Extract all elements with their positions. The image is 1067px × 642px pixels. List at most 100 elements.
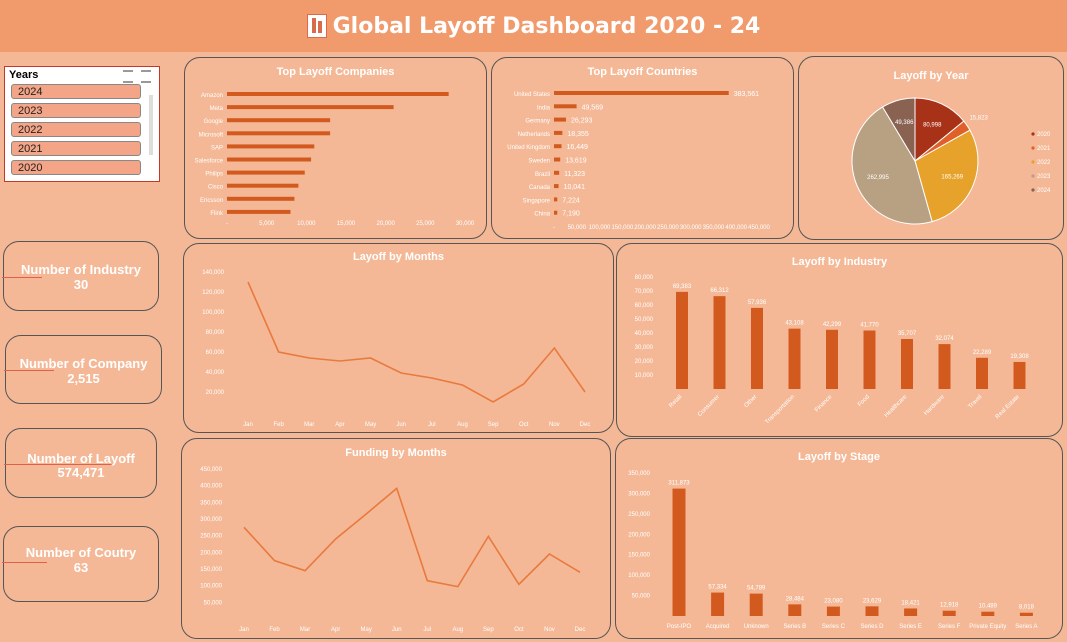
category-label-india: India (537, 105, 551, 111)
industry-chart-card: Layoff by Industry 10,000 20,000 30,000 40,… (616, 243, 1063, 437)
y-tick-label: 150,000 (628, 553, 650, 559)
category-label-other: Other (744, 394, 759, 409)
bar-travel (976, 357, 988, 389)
data-label-2021: 15,823 (969, 116, 988, 122)
y-tick-label: 50,000 (635, 317, 654, 323)
kpi-underline (2, 277, 42, 278)
companies-chart: Amazon Meta Google Microsoft SAP Salesforce Ph… (195, 92, 475, 227)
clear-filter-icon[interactable] (141, 70, 151, 83)
data-label-acquired: 57,334 (708, 585, 727, 591)
category-label-acquired: Acquired (706, 624, 730, 630)
x-tick-label-sep: Sep (483, 627, 494, 633)
category-label-meta: Meta (210, 106, 224, 112)
data-label-brazil: 11,323 (564, 171, 585, 178)
slicer-scrollbar[interactable] (149, 95, 153, 155)
legend-marker-2021 (1031, 146, 1035, 150)
y-tick-label: 250,000 (628, 512, 650, 518)
slicer-toolbar (123, 70, 153, 83)
category-label-amazon: Amazon (201, 93, 223, 99)
y-tick-label: 400,000 (200, 484, 222, 490)
chart-title: Top Layoff Companies (276, 66, 395, 78)
x-tick-label-apr: Apr (331, 627, 340, 633)
data-label-series-a: 8,018 (1019, 605, 1035, 611)
data-label-sweden: 13,619 (565, 158, 587, 165)
bar-philips (227, 170, 305, 175)
y-tick-label: 140,000 (202, 270, 224, 276)
bar-series-b (788, 604, 802, 616)
slicer-item-2022[interactable]: 2022 (11, 122, 141, 137)
layoff-logo-icon (306, 14, 327, 38)
x-tick-label-nov: Nov (544, 627, 555, 633)
x-tick-label-jul: Jul (428, 422, 436, 428)
bar-food (863, 330, 876, 389)
bar-meta (227, 105, 394, 110)
series-line (243, 486, 581, 588)
bar-netherlands (554, 130, 563, 135)
bar-google (227, 118, 331, 123)
slicer-item-2024[interactable]: 2024 (11, 84, 141, 99)
stage-chart-card: Layoff by Stage 50,000 100,000 150,000 200,… (615, 438, 1063, 639)
data-label-netherlands: 18,355 (567, 131, 589, 138)
bar-series-e (904, 608, 918, 616)
x-tick-label: 5,000 (259, 221, 275, 227)
data-label-transportation: 43,108 (785, 321, 804, 327)
bar-amazon (227, 92, 449, 96)
data-label-series-b: 28,484 (786, 596, 805, 602)
category-label-united-states: United States (514, 92, 550, 98)
data-label-2023: 262,995 (867, 175, 889, 181)
legend-label-2024: 2024 (1037, 188, 1051, 194)
kpi-layoff-value: 574,471 (57, 465, 105, 480)
countries-chart-card: Top Layoff Countries United States 383,56… (491, 57, 794, 239)
kpi-company-label: Number of Company (19, 356, 148, 371)
bar-ericsson (227, 196, 295, 201)
y-tick-label: 50,000 (632, 594, 651, 600)
data-label-retail: 69,383 (673, 284, 692, 290)
year-chart-card: Layoff by Year 80,998 15,823 165,269 262,99… (798, 56, 1064, 240)
data-label-real-estate: 19,308 (1010, 354, 1029, 360)
legend-marker-2024 (1031, 188, 1035, 192)
data-label-series-e: 18,421 (901, 600, 920, 606)
legend-label-2023: 2023 (1037, 174, 1051, 180)
bar-china (554, 210, 558, 215)
kpi-underline (4, 370, 54, 371)
slicer-item-2020[interactable]: 2020 (11, 160, 141, 175)
months-chart: 20,000 40,000 60,000 80,000 100,000 120,000 14… (202, 270, 590, 428)
pie-slice-2023 (851, 106, 933, 225)
category-label-philips: Philips (205, 172, 223, 178)
slicer-item-2021[interactable]: 2021 (11, 141, 141, 156)
category-label-series-d: Series D (860, 624, 884, 630)
bar-acquired (711, 592, 725, 616)
x-tick-label-jan: Jan (239, 627, 249, 633)
y-tick-label: 100,000 (200, 584, 222, 590)
category-label-unknown: Unknown (744, 624, 769, 630)
y-tick-label: 450,000 (200, 467, 222, 473)
category-label-hardware: Hardware (923, 394, 946, 417)
x-tick-label-apr: Apr (335, 422, 344, 428)
chart-title: Layoff by Stage (798, 451, 880, 463)
bar-flink (227, 209, 291, 214)
y-tick-label: 150,000 (200, 567, 222, 573)
data-label-india: 49,569 (582, 104, 604, 111)
y-tick-label: 200,000 (628, 532, 650, 538)
slicer-item-2023[interactable]: 2023 (11, 103, 141, 118)
category-label-private-equity: Private Equity (969, 624, 1006, 630)
x-tick-label-may: May (361, 627, 372, 633)
category-label-transportation: Transportation (764, 394, 795, 425)
category-label-brazil: Brazil (535, 172, 550, 178)
data-label-travel: 22,289 (973, 350, 992, 356)
x-tick-label-nov: Nov (549, 422, 560, 428)
y-tick-label: 20,000 (206, 390, 225, 396)
y-tick-label: 350,000 (628, 471, 650, 477)
legend-label-2020: 2020 (1037, 132, 1051, 138)
category-label-china: China (534, 212, 550, 218)
bar-sap (227, 144, 315, 149)
y-tick-label: 300,000 (628, 491, 650, 497)
industry-chart: 10,000 20,000 30,000 40,000 50,000 60,000 70,0… (635, 275, 1030, 426)
category-label-series-b: Series B (783, 624, 806, 630)
years-slicer[interactable]: Years 2024 2023 2022 2021 2020 (4, 66, 160, 182)
x-tick-label: - (553, 225, 555, 231)
category-label-flink: Flink (210, 211, 224, 217)
x-tick-label: 300,000 (680, 225, 702, 231)
slicer-title: Years (9, 69, 39, 81)
multi-select-icon[interactable] (123, 70, 133, 83)
